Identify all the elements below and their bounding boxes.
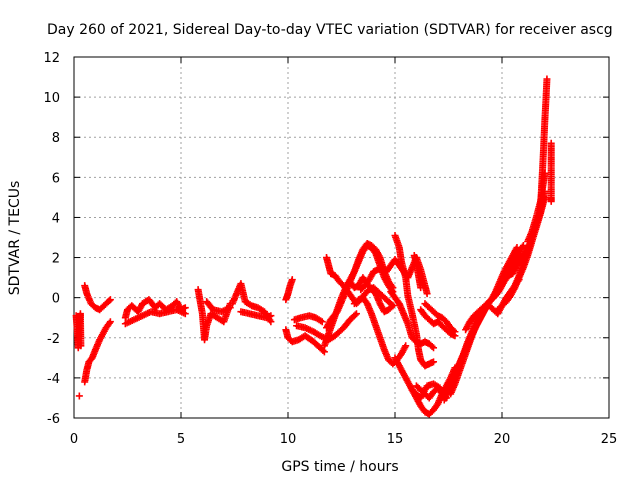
y-tick-label: 0 [52,292,60,307]
series-arc10 [237,308,275,322]
series-arc14 [290,312,326,326]
data-point [430,344,438,352]
x-tick-label: 5 [177,432,185,447]
data-point [389,284,397,292]
data-point [288,276,296,284]
x-tick-label: 0 [70,432,78,447]
series-arc28 [410,252,425,292]
series-arc8 [203,298,234,316]
y-tick-label: -6 [47,412,60,427]
y-tick-label: 12 [43,51,60,66]
series-arc12 [282,326,328,356]
y-tick-label: -2 [47,332,60,347]
data-point [547,197,555,205]
x-axis-title: GPS time / hours [281,459,398,475]
x-tick-label: 25 [601,432,618,447]
data-point [267,312,275,320]
data-point [417,284,425,292]
data-point [77,342,85,350]
data-point [389,302,397,310]
data-point [267,318,275,326]
data-point [106,296,114,304]
series-arc1 [72,310,85,352]
series-arc27 [421,300,459,336]
series-arc37 [547,139,555,205]
tick-labels: 0 5 10 15 20 25 -6 -4 -2 0 2 4 6 8 10 12 [43,51,617,447]
data-point [226,304,234,312]
series-arc2 [75,392,83,400]
data-point [181,304,189,312]
data-point [318,318,326,326]
chart-title: Day 260 of 2021, Sidereal Day-to-day VTE… [47,22,613,38]
y-axis-title: SDTVAR / TECUs [7,181,23,296]
series-arc26 [417,306,459,340]
series-arc18 [346,274,397,316]
data-point [105,297,113,305]
data-point [352,310,360,318]
data-point [423,290,431,298]
data-point [106,318,114,326]
series-arc22 [391,231,438,370]
data-point [181,310,189,318]
y-tick-label: 8 [52,131,60,146]
data-point [320,348,328,356]
series-arc3 [81,318,114,386]
x-tick-label: 20 [494,432,511,447]
series-arc4 [81,282,114,314]
data-point [351,311,359,319]
data-point [75,392,83,400]
data-point [430,358,438,366]
data-point [428,342,436,350]
series-arc11 [282,276,296,304]
data-point [402,342,410,350]
data-point [387,303,395,311]
y-tick-label: -4 [47,372,60,387]
plot-frame [73,56,610,419]
x-tick-label: 10 [280,432,297,447]
data-point [543,75,551,83]
y-tick-label: 2 [52,252,60,267]
series-arc6 [121,306,189,328]
data-point [449,326,457,334]
data-point [388,282,396,290]
series-arc36 [537,75,551,211]
x-tick-label: 15 [387,432,404,447]
data-point [105,319,113,327]
data-point [319,346,327,354]
y-tick-label: 10 [43,91,60,106]
data-point [451,328,459,336]
data-markers [72,75,555,418]
y-tick-label: 6 [52,171,60,186]
y-tick-label: 4 [52,211,60,226]
